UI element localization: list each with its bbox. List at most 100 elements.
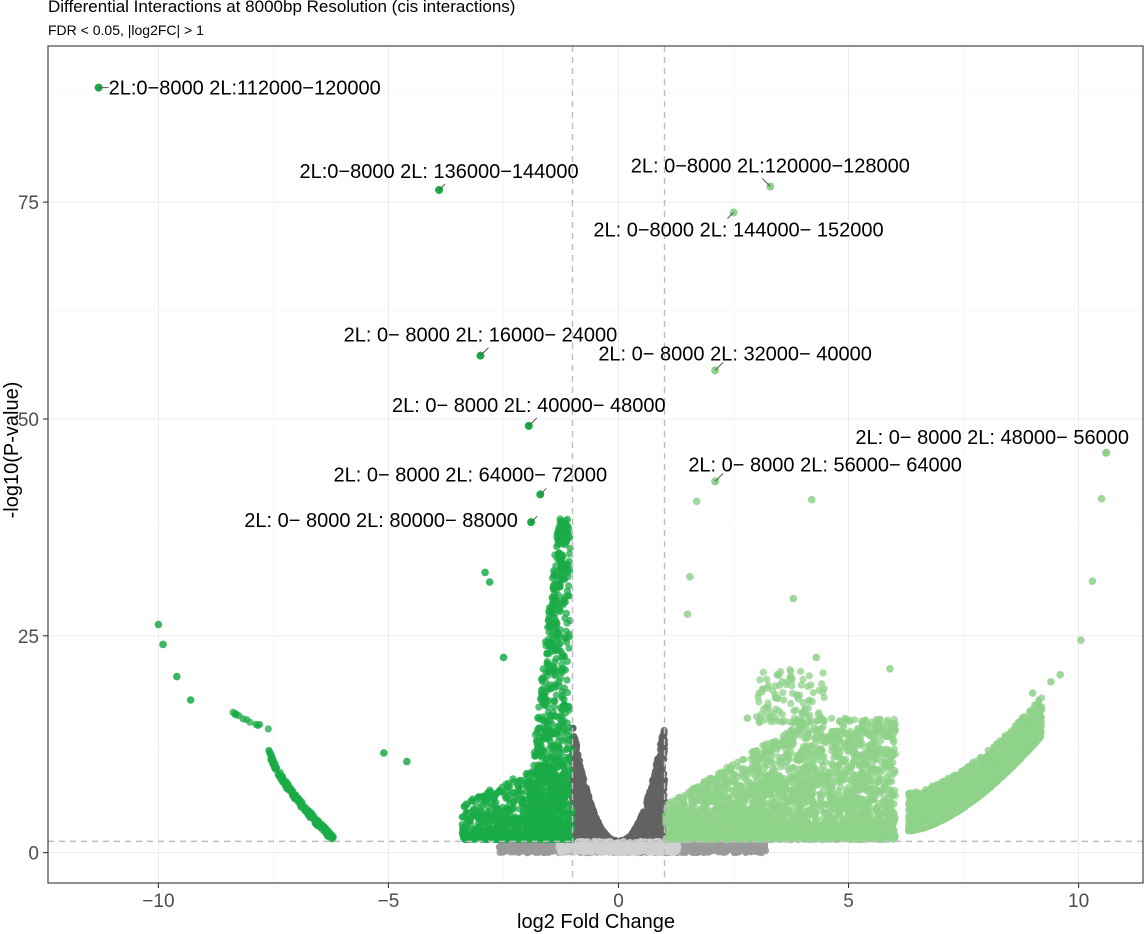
down-point bbox=[565, 644, 573, 652]
down-point bbox=[556, 583, 564, 591]
ns_dark-point bbox=[642, 828, 650, 836]
down-point bbox=[547, 779, 556, 787]
ns_dark-point bbox=[580, 785, 588, 793]
down-point bbox=[538, 763, 546, 771]
down-point bbox=[463, 815, 471, 824]
ns_dark-point bbox=[651, 778, 659, 786]
ns_dark-point bbox=[660, 755, 668, 763]
down-point bbox=[562, 798, 570, 806]
down-point bbox=[517, 797, 525, 805]
down-point bbox=[561, 520, 570, 528]
chart-subtitle: FDR < 0.05, |log2FC| > 1 bbox=[48, 22, 204, 38]
down-point bbox=[518, 789, 526, 797]
down-point bbox=[497, 834, 505, 842]
down-point bbox=[537, 694, 546, 702]
down-point bbox=[534, 714, 542, 722]
down-point bbox=[567, 814, 575, 823]
down-point bbox=[504, 779, 512, 787]
down-point bbox=[543, 649, 551, 657]
down-point bbox=[551, 610, 559, 618]
down-point bbox=[554, 799, 562, 807]
down-point bbox=[513, 824, 521, 832]
down-point bbox=[531, 800, 540, 808]
down-point bbox=[561, 666, 570, 674]
down-point bbox=[328, 833, 336, 841]
down-point bbox=[533, 818, 541, 827]
down-point bbox=[315, 821, 323, 829]
ns_mid-point bbox=[713, 845, 721, 853]
down-point bbox=[532, 752, 540, 760]
down-point bbox=[503, 813, 511, 822]
down-point bbox=[563, 676, 571, 684]
down-point bbox=[539, 746, 547, 754]
down-point bbox=[547, 808, 556, 817]
down-point bbox=[560, 599, 568, 607]
down-point bbox=[274, 770, 282, 778]
down-point bbox=[246, 718, 254, 726]
down-point bbox=[517, 776, 525, 785]
down-point bbox=[529, 832, 537, 840]
down-point bbox=[555, 523, 563, 531]
down-point bbox=[536, 774, 545, 783]
down-point bbox=[481, 796, 489, 804]
ns_mid-point bbox=[725, 845, 733, 853]
down-point bbox=[488, 813, 496, 821]
down-point bbox=[496, 824, 504, 832]
ns_mid-point bbox=[758, 849, 766, 857]
ns_mid-point bbox=[707, 847, 715, 855]
ns_dark-point bbox=[572, 766, 580, 774]
down-point bbox=[557, 771, 565, 780]
ns_mid-point bbox=[699, 848, 708, 857]
down-point bbox=[292, 795, 300, 803]
ns_light-point bbox=[589, 844, 597, 852]
ns_dark-point bbox=[591, 814, 600, 822]
down-point bbox=[565, 753, 573, 762]
down-point bbox=[270, 761, 278, 769]
down-point bbox=[552, 672, 560, 680]
down-point bbox=[550, 742, 558, 750]
down-point bbox=[470, 805, 478, 813]
down-point bbox=[492, 804, 500, 813]
down-point bbox=[268, 752, 276, 761]
down-point bbox=[472, 831, 480, 839]
down-point bbox=[563, 657, 571, 666]
ns_dark-point bbox=[644, 793, 652, 801]
down-point bbox=[561, 735, 570, 743]
ns_mid-point bbox=[719, 843, 728, 852]
ns_mid-point bbox=[693, 846, 702, 854]
down-point bbox=[505, 791, 513, 799]
down-point bbox=[560, 729, 568, 737]
ns_dark-point bbox=[580, 800, 588, 809]
ns_dark-point bbox=[652, 761, 660, 769]
down-point bbox=[555, 759, 563, 767]
down-point bbox=[473, 812, 481, 821]
down-point bbox=[547, 726, 555, 734]
down-point bbox=[543, 703, 552, 711]
ns_dark-point bbox=[588, 829, 596, 837]
down-point bbox=[533, 785, 541, 793]
down-point bbox=[562, 709, 570, 717]
down-point bbox=[562, 609, 571, 617]
down-point bbox=[523, 815, 531, 823]
down-point bbox=[546, 717, 554, 725]
down-point bbox=[481, 818, 489, 826]
down-point bbox=[560, 717, 568, 725]
ns_light-point bbox=[623, 843, 632, 851]
down-point bbox=[462, 809, 470, 817]
chart-title: Differential Interactions at 8000bp Reso… bbox=[48, 0, 516, 16]
down-point bbox=[547, 836, 555, 844]
down-point bbox=[321, 825, 329, 833]
ns_dark-point bbox=[653, 786, 661, 794]
down-point bbox=[550, 569, 559, 577]
down-point bbox=[482, 829, 490, 837]
ns_dark-point bbox=[638, 818, 646, 826]
ns_light-point bbox=[611, 844, 620, 852]
down-point bbox=[543, 790, 551, 798]
down-point bbox=[546, 642, 555, 651]
ns_dark-point bbox=[640, 809, 648, 817]
down-point bbox=[505, 825, 513, 833]
down-point bbox=[565, 830, 573, 839]
down-point bbox=[458, 828, 466, 836]
ns_dark-point bbox=[634, 829, 642, 838]
down-point bbox=[545, 667, 554, 675]
